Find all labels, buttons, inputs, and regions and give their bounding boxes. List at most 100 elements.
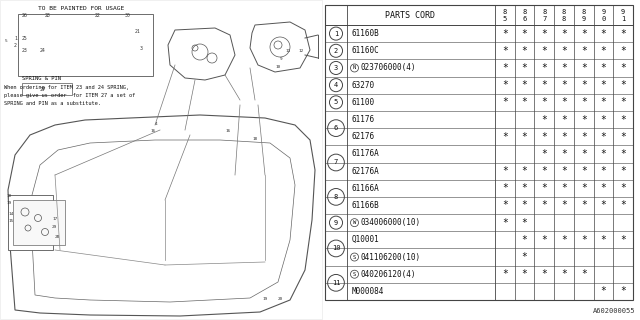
Text: *: *	[502, 183, 508, 193]
Text: *: *	[502, 63, 508, 73]
Text: *: *	[580, 132, 587, 142]
Bar	[8, 195, 53, 250]
Text: *: *	[620, 286, 626, 296]
Text: *: *	[502, 80, 508, 90]
Bar	[325, 5, 633, 300]
Text: *: *	[620, 115, 626, 124]
Text: *: *	[522, 46, 527, 56]
Text: 9: 9	[280, 57, 283, 61]
Text: 023706000(4): 023706000(4)	[360, 63, 416, 72]
Text: *: *	[561, 269, 567, 279]
Text: *: *	[522, 166, 527, 176]
Text: *: *	[600, 149, 606, 159]
Text: 6: 6	[522, 16, 527, 22]
Text: 61166B: 61166B	[352, 201, 380, 210]
Text: *: *	[502, 218, 508, 228]
Text: 0: 0	[602, 16, 605, 22]
Text: 10: 10	[6, 194, 12, 198]
Text: SPRING & PIN: SPRING & PIN	[22, 76, 61, 81]
Text: *: *	[561, 149, 567, 159]
Text: *: *	[600, 46, 606, 56]
Text: 10: 10	[275, 65, 280, 69]
Text: 8: 8	[542, 9, 547, 15]
Text: *: *	[561, 132, 567, 142]
Text: 30: 30	[125, 13, 131, 18]
Text: *: *	[522, 235, 527, 245]
Text: 8: 8	[522, 9, 527, 15]
Text: M000084: M000084	[352, 287, 385, 296]
Text: 034006000(10): 034006000(10)	[360, 218, 420, 227]
Text: *: *	[620, 97, 626, 107]
Text: *: *	[580, 46, 587, 56]
Text: 21: 21	[135, 29, 141, 34]
Text: 040206120(4): 040206120(4)	[360, 270, 416, 279]
Text: 29: 29	[52, 225, 57, 229]
Text: 9: 9	[582, 16, 586, 22]
Text: A602000055: A602000055	[593, 308, 635, 314]
Text: 15: 15	[8, 219, 13, 223]
Text: *: *	[600, 286, 606, 296]
Text: 3: 3	[140, 46, 143, 51]
Text: *: *	[580, 200, 587, 211]
Text: 2: 2	[334, 48, 338, 54]
Text: PARTS CORD: PARTS CORD	[385, 11, 435, 20]
Text: 8: 8	[562, 16, 566, 22]
Text: *: *	[580, 63, 587, 73]
Text: *: *	[522, 252, 527, 262]
Text: 4: 4	[334, 82, 338, 88]
Text: 19: 19	[262, 297, 268, 301]
Text: *: *	[600, 183, 606, 193]
Text: *: *	[620, 132, 626, 142]
Text: *: *	[580, 115, 587, 124]
Text: *: *	[541, 200, 547, 211]
Text: *: *	[561, 235, 567, 245]
Bar	[22, 83, 72, 95]
Text: *: *	[522, 183, 527, 193]
Text: *: *	[620, 46, 626, 56]
Text: *: *	[541, 183, 547, 193]
Bar	[13, 200, 65, 245]
Text: W: W	[353, 220, 356, 225]
Text: *: *	[522, 269, 527, 279]
Text: *: *	[541, 80, 547, 90]
Text: 22: 22	[95, 13, 100, 18]
Text: *: *	[600, 132, 606, 142]
Text: N: N	[353, 66, 356, 70]
Text: *: *	[580, 183, 587, 193]
Text: *: *	[580, 97, 587, 107]
Text: *: *	[522, 200, 527, 211]
Text: 19: 19	[6, 201, 12, 205]
Text: 23: 23	[22, 48, 28, 53]
Text: 18: 18	[252, 137, 257, 141]
Text: 17: 17	[52, 217, 57, 221]
Text: *: *	[580, 269, 587, 279]
Text: 62176A: 62176A	[352, 167, 380, 176]
Text: S: S	[353, 272, 356, 277]
Text: 8: 8	[503, 9, 507, 15]
Text: *: *	[502, 28, 508, 39]
Text: *: *	[600, 80, 606, 90]
Text: 9: 9	[334, 220, 338, 226]
Text: *: *	[561, 200, 567, 211]
Text: *: *	[561, 183, 567, 193]
Text: *: *	[600, 200, 606, 211]
Text: *: *	[600, 97, 606, 107]
Text: S: S	[353, 254, 356, 260]
Text: 3: 3	[334, 65, 338, 71]
Text: *: *	[580, 166, 587, 176]
Text: *: *	[541, 63, 547, 73]
Text: *: *	[561, 115, 567, 124]
Bar	[0, 0, 323, 320]
Text: 5: 5	[503, 16, 507, 22]
Text: *: *	[561, 63, 567, 73]
Text: *: *	[600, 166, 606, 176]
Text: *: *	[600, 115, 606, 124]
Text: 8: 8	[562, 9, 566, 15]
Text: 8: 8	[334, 194, 338, 200]
Text: *: *	[502, 269, 508, 279]
Bar	[18, 14, 153, 76]
Text: *: *	[620, 235, 626, 245]
Text: *: *	[580, 28, 587, 39]
Text: 28: 28	[55, 235, 60, 239]
Text: *: *	[600, 235, 606, 245]
